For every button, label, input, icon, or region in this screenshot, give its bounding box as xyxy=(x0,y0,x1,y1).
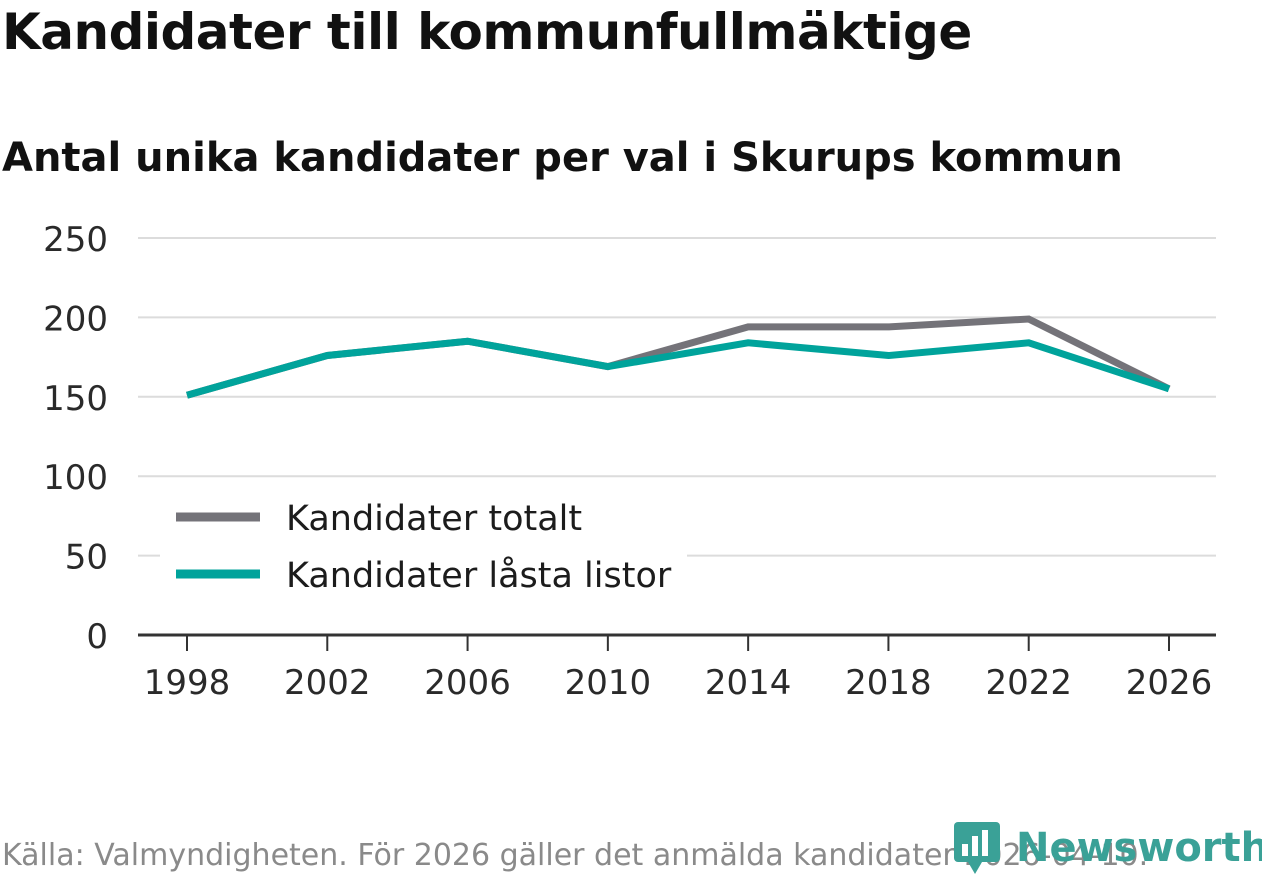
x-tick-label: 2018 xyxy=(845,663,932,703)
y-axis-ticks: 0 50 100 150 200 250 xyxy=(43,220,108,657)
y-tick-label: 200 xyxy=(43,299,108,339)
y-tick-label: 50 xyxy=(65,538,108,578)
x-tick-label: 2010 xyxy=(565,663,652,703)
y-tick-label: 100 xyxy=(43,458,108,498)
x-tick-label: 2014 xyxy=(705,663,792,703)
chart-title: Kandidater till kommunfullmäktige xyxy=(2,3,972,61)
y-tick-label: 250 xyxy=(43,220,108,260)
x-tick-label: 2002 xyxy=(284,663,371,703)
legend: Kandidater totalt Kandidater låsta listor xyxy=(160,490,687,608)
y-tick-label: 0 xyxy=(86,617,108,657)
x-tick-label: 2022 xyxy=(985,663,1072,703)
series-lines xyxy=(186,315,1171,399)
legend-background xyxy=(160,490,687,608)
legend-label: Kandidater totalt xyxy=(286,499,582,539)
x-axis: 1998 2002 2006 2010 2014 2018 2022 2026 xyxy=(138,633,1216,703)
brand-name: Newsworthy xyxy=(1016,825,1262,871)
series-line-2 xyxy=(186,337,1171,399)
y-tick-label: 150 xyxy=(43,379,108,419)
x-tick-label: 1998 xyxy=(144,663,231,703)
newsworthy-icon xyxy=(954,822,1000,874)
x-tick-label: 2006 xyxy=(424,663,511,703)
x-tick-label: 2026 xyxy=(1126,663,1213,703)
legend-label: Kandidater låsta listor xyxy=(286,555,672,596)
chart-subtitle: Antal unika kandidater per val i Skurups… xyxy=(2,135,1123,181)
newsworthy-logo: Newsworthy xyxy=(952,820,1262,876)
